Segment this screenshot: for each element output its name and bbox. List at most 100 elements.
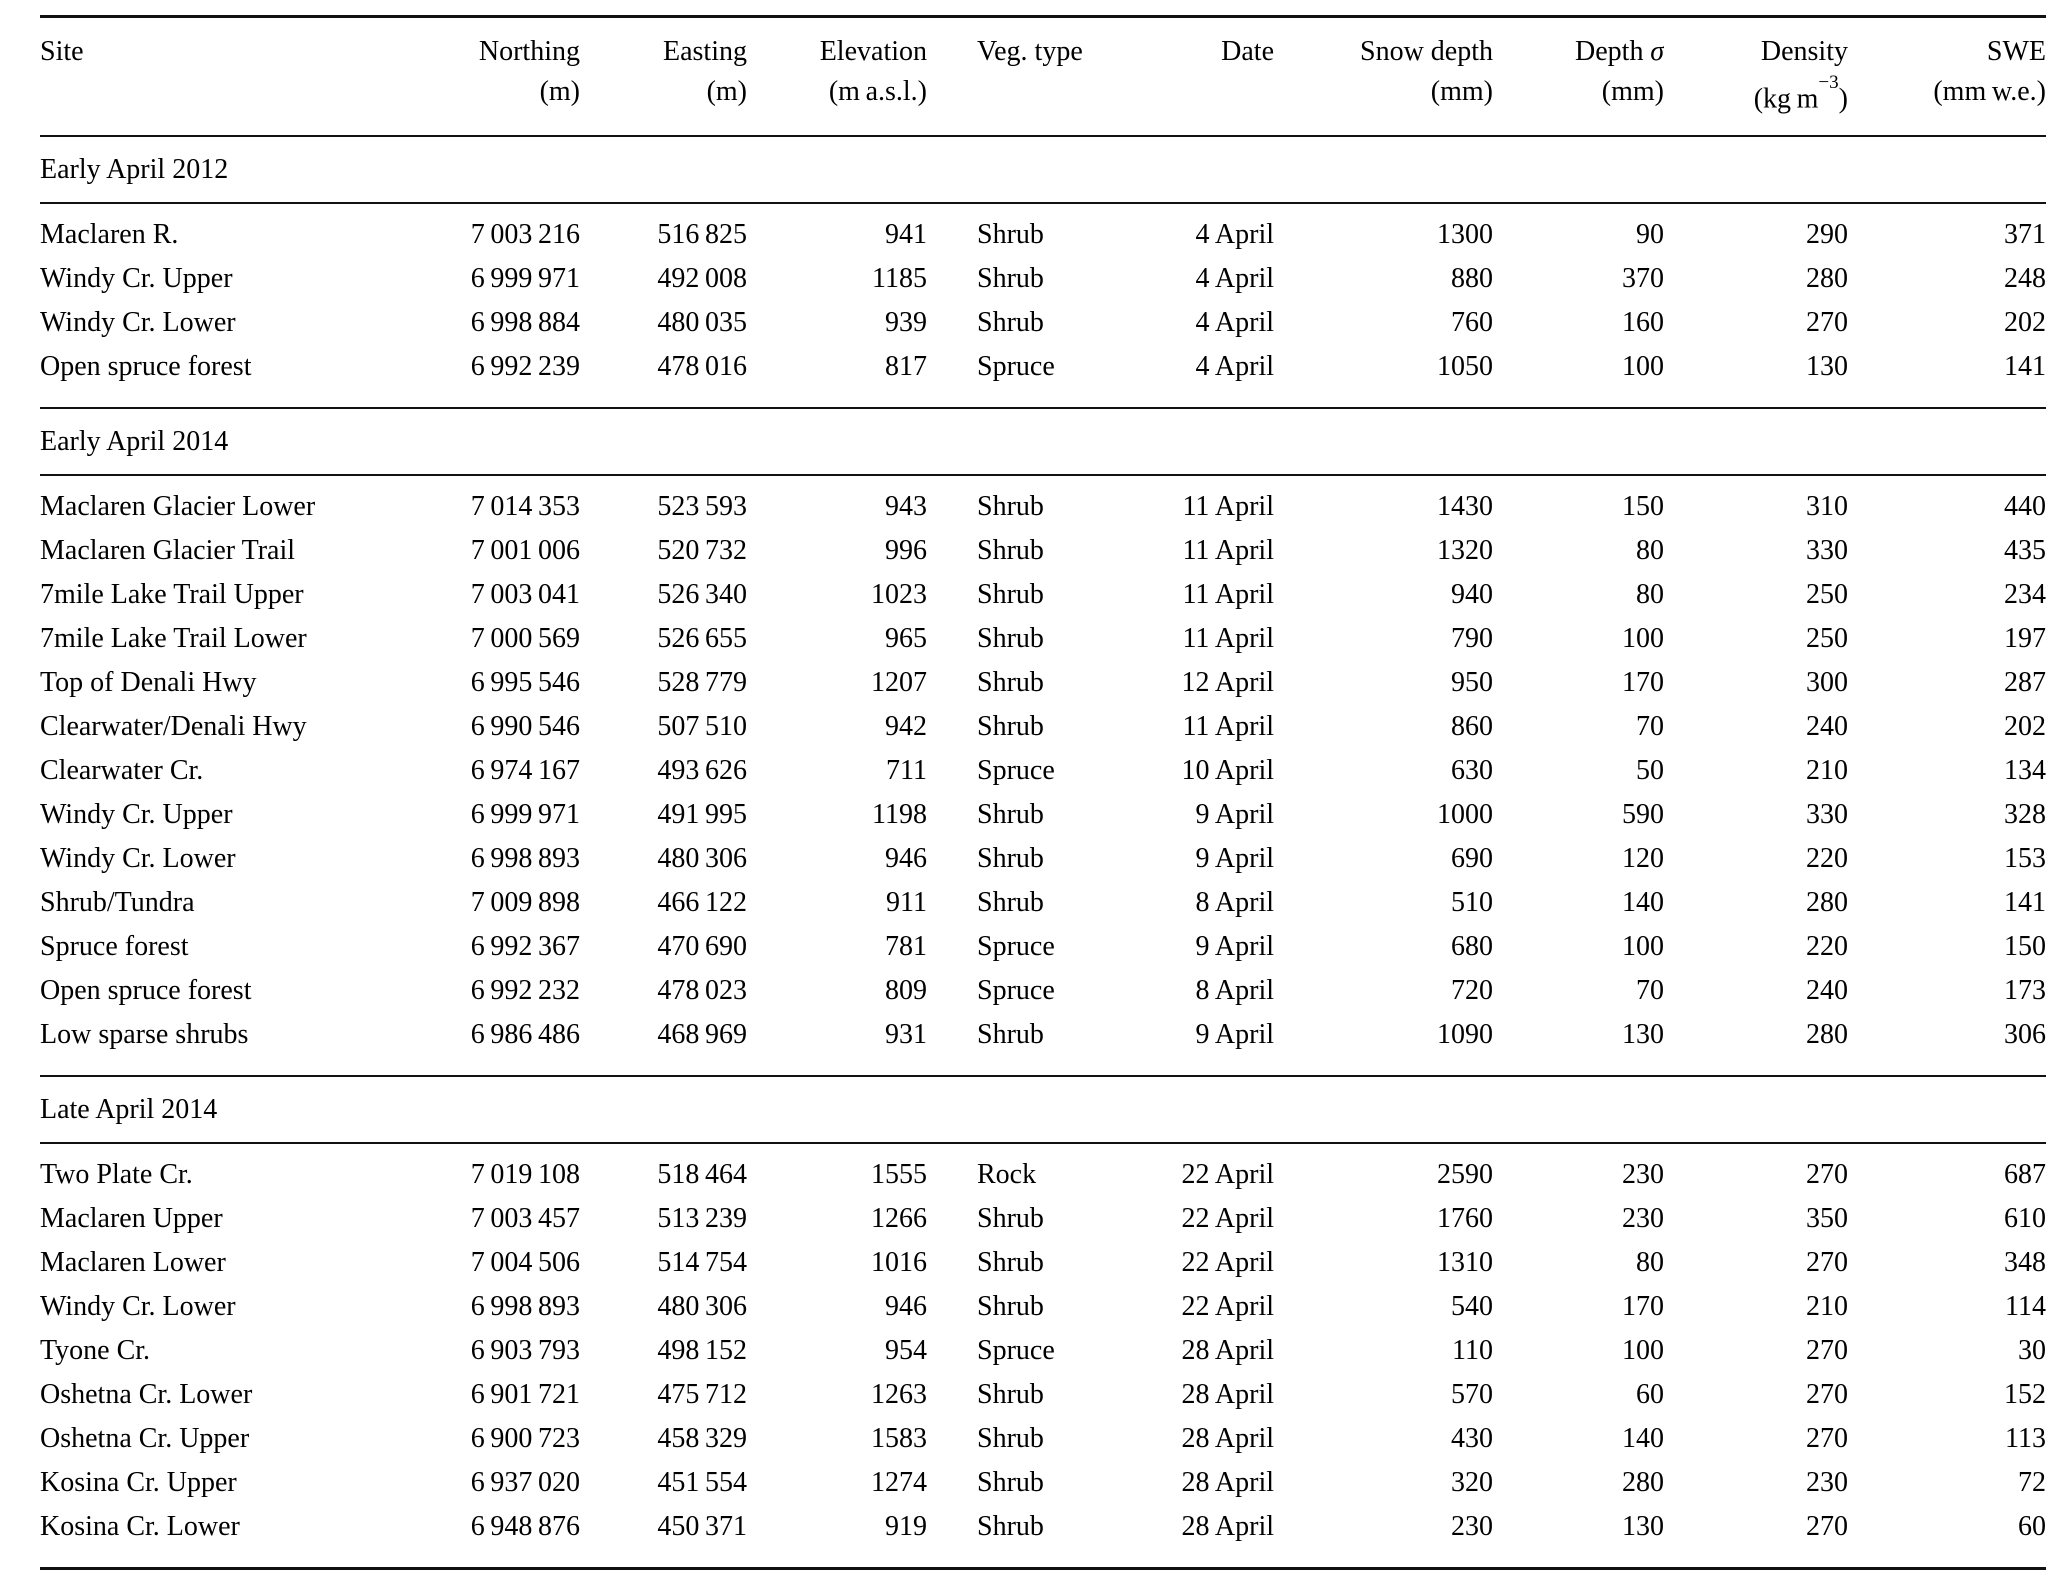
cell-snow-depth: 950 xyxy=(1451,667,1493,699)
cell-date: 22 April xyxy=(1181,1203,1274,1235)
cell-veg-type: Shrub xyxy=(977,1379,1044,1411)
table-row: Two Plate Cr. 7 019 108 518 464 1555 Rock 22 … xyxy=(40,1143,2046,1197)
cell-elevation: 941 xyxy=(885,219,927,251)
cell-density: 290 xyxy=(1806,219,1848,251)
cell-site: Maclaren R. xyxy=(40,219,179,251)
column-header-elevation: Elevation (m a.s.l.) xyxy=(747,16,927,138)
cell-depth-sigma: 100 xyxy=(1622,1335,1664,1367)
cell-snow-depth: 760 xyxy=(1451,307,1493,339)
cell-site: Two Plate Cr. xyxy=(40,1159,193,1191)
cell-depth-sigma: 130 xyxy=(1493,1013,1664,1078)
cell-elevation: 809 xyxy=(885,975,927,1007)
cell-site: Maclaren Lower xyxy=(40,1247,226,1279)
cell-snow-depth: 1050 xyxy=(1274,345,1493,410)
cell-elevation: 946 xyxy=(885,1291,927,1323)
cell-swe: 150 xyxy=(2004,931,2046,963)
cell-snow-depth: 940 xyxy=(1451,579,1493,611)
cell-easting: 480 306 xyxy=(657,843,747,875)
cell-date: 9 April xyxy=(1195,799,1274,831)
cell-easting: 478 023 xyxy=(657,975,747,1007)
cell-snow-depth: 320 xyxy=(1451,1467,1493,1499)
cell-date: 11 April xyxy=(1182,711,1274,743)
cell-elevation: 942 xyxy=(885,711,927,743)
cell-depth-sigma: 370 xyxy=(1622,263,1664,295)
cell-date: 4 April xyxy=(1195,307,1274,339)
cell-swe: 435 xyxy=(2004,535,2046,567)
cell-snow-depth: 1000 xyxy=(1437,799,1493,831)
cell-easting: 480 306 xyxy=(657,1291,747,1323)
cell-depth-sigma: 230 xyxy=(1622,1203,1664,1235)
cell-easting: 516 825 xyxy=(657,219,747,251)
cell-northing: 6 995 546 xyxy=(470,667,580,699)
column-header-depth-sigma: Depth σ (mm) xyxy=(1493,16,1664,138)
table-row: Low sparse shrubs 6 986 486 468 969 931 Shru… xyxy=(40,1013,2046,1078)
cell-northing: 6 903 793 xyxy=(470,1335,580,1367)
cell-site: Windy Cr. Lower xyxy=(40,307,236,339)
cell-swe: 202 xyxy=(2004,307,2046,339)
cell-easting: 468 969 xyxy=(580,1013,747,1078)
table-row: Top of Denali Hwy 6 995 546 528 779 1207 Shr… xyxy=(40,661,2046,705)
cell-northing: 7 003 041 xyxy=(470,579,580,611)
cell-swe: 197 xyxy=(2004,623,2046,655)
cell-site: Windy Cr. Lower xyxy=(40,1291,236,1323)
header-label: Snow depth xyxy=(1360,36,1493,67)
cell-swe: 114 xyxy=(2005,1291,2046,1323)
table-row: Kosina Cr. Upper 6 937 020 451 554 1274 Shru… xyxy=(40,1461,2046,1505)
table-header: Site Northing (m) Easting (m) Elevation … xyxy=(40,16,2046,138)
cell-veg-type: Shrub xyxy=(977,799,1044,831)
cell-easting: 491 995 xyxy=(657,799,747,831)
header-unit: (m a.s.l.) xyxy=(828,76,927,107)
cell-date: 10 April xyxy=(1181,755,1274,787)
cell-depth-sigma: 50 xyxy=(1636,755,1664,787)
cell-snow-depth: 860 xyxy=(1451,711,1493,743)
cell-depth-sigma: 80 xyxy=(1636,535,1664,567)
cell-date: 28 April xyxy=(1181,1467,1274,1499)
cell-easting: 451 554 xyxy=(657,1467,747,1499)
cell-swe: 141 xyxy=(2004,887,2046,919)
cell-elevation: 965 xyxy=(885,623,927,655)
cell-elevation: 781 xyxy=(885,931,927,963)
cell-snow-depth: 630 xyxy=(1451,755,1493,787)
cell-depth-sigma: 70 xyxy=(1636,711,1664,743)
cell-northing: 7 003 216 xyxy=(470,219,580,251)
cell-depth-sigma: 170 xyxy=(1622,1291,1664,1323)
cell-northing: 6 998 893 xyxy=(470,843,580,875)
header-row: Site Northing (m) Easting (m) Elevation … xyxy=(40,16,2046,138)
cell-date: 11 April xyxy=(1182,491,1274,523)
cell-snow-depth: 540 xyxy=(1451,1291,1493,1323)
table-row: Spruce forest 6 992 367 470 690 781 Spruce 9 … xyxy=(40,925,2046,969)
column-header-veg-type: Veg. type xyxy=(927,16,1150,138)
column-header-density: Density (kg m−3) xyxy=(1664,16,1848,138)
column-header-swe: SWE (mm w.e.) xyxy=(1848,16,2046,138)
cell-elevation: 1023 xyxy=(871,579,927,611)
cell-snow-depth: 680 xyxy=(1451,931,1493,963)
table-row: Windy Cr. Lower 6 998 893 480 306 946 Shrub 2… xyxy=(40,1285,2046,1329)
cell-elevation: 1263 xyxy=(871,1379,927,1411)
cell-swe: 248 xyxy=(2004,263,2046,295)
cell-snow-depth: 880 xyxy=(1451,263,1493,295)
cell-site: Low sparse shrubs xyxy=(40,1013,440,1078)
cell-snow-depth: 2590 xyxy=(1437,1159,1493,1191)
cell-swe: 134 xyxy=(2004,755,2046,787)
cell-date: 9 April xyxy=(1195,931,1274,963)
cell-elevation: 954 xyxy=(885,1335,927,1367)
header-unit: (kg m−3) xyxy=(1664,72,1848,119)
cell-date: 11 April xyxy=(1182,579,1274,611)
cell-northing: 6 999 971 xyxy=(470,799,580,831)
cell-northing: 6 998 884 xyxy=(470,307,580,339)
section-title: Early April 2012 xyxy=(40,136,2046,205)
cell-veg-type: Shrub xyxy=(977,843,1044,875)
cell-easting: 450 371 xyxy=(580,1505,747,1570)
table-body: Early April 2012 Maclaren R. 7 003 216 516 … xyxy=(40,136,2046,1570)
cell-depth-sigma: 280 xyxy=(1622,1467,1664,1499)
cell-swe: 113 xyxy=(2005,1423,2046,1455)
cell-elevation: 1207 xyxy=(871,667,927,699)
cell-swe: 440 xyxy=(2004,491,2046,523)
cell-snow-depth: 110 xyxy=(1452,1335,1493,1367)
cell-depth-sigma: 100 xyxy=(1622,931,1664,963)
cell-site: Tyone Cr. xyxy=(40,1335,151,1367)
cell-elevation: 817 xyxy=(747,345,927,410)
cell-site: Windy Cr. Upper xyxy=(40,263,233,295)
cell-site: 7mile Lake Trail Lower xyxy=(40,623,307,655)
